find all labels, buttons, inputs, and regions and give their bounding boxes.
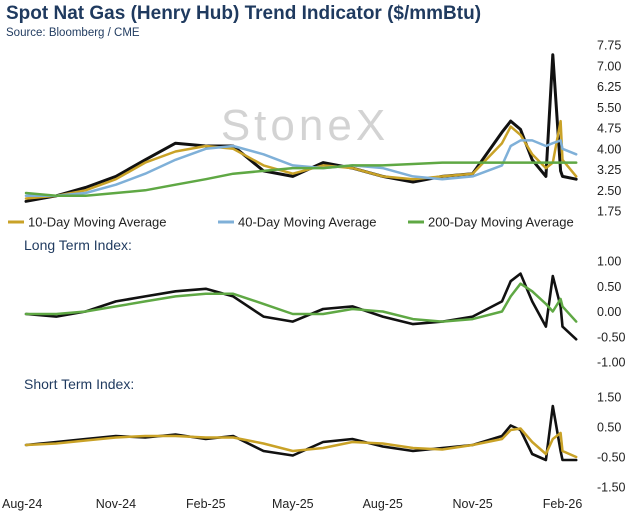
x-axis: Aug-24 Nov-24 Feb-25 May-25 Aug-25 Nov-25 Feb-… [2, 497, 582, 511]
x-tick-label: Feb-25 [186, 497, 226, 511]
y-tick-label: 0.50 [597, 280, 621, 294]
series-line-signal [24, 427, 578, 459]
y-tick-label: 7.75 [597, 39, 621, 53]
y-tick-label: -1.00 [597, 356, 626, 370]
short-term-title: Short Term Index: [24, 376, 134, 392]
y-tick-label: 5.50 [597, 101, 621, 115]
long-term-panel: 1.00 0.50 0.00 -0.50 -1.00 [24, 255, 626, 370]
x-tick-label: Aug-25 [363, 497, 403, 511]
series-line-10-day-moving-average [24, 119, 578, 200]
series-line-40-day-moving-average [24, 139, 578, 198]
series-line-signal [24, 282, 578, 323]
y-tick-label: 1.50 [597, 391, 621, 405]
legend-label: 40-Day Moving Average [238, 215, 377, 230]
watermark: StoneX [221, 101, 389, 150]
y-tick-label: 1.00 [597, 255, 621, 269]
x-tick-label: Nov-24 [96, 497, 136, 511]
legend-label: 200-Day Moving Average [428, 215, 574, 230]
short-term-panel: 1.50 0.50 -0.50 -1.50 [24, 391, 626, 495]
y-tick-label: 0.00 [597, 305, 621, 319]
x-tick-label: Nov-25 [452, 497, 492, 511]
y-tick-label: 3.25 [597, 163, 621, 177]
legend: 10-Day Moving Average 40-Day Moving Avera… [8, 215, 574, 230]
y-tick-label: 0.50 [597, 421, 621, 435]
price-panel: 7.75 7.00 6.25 5.50 4.75 4.00 3.25 2.50 1.75 [24, 39, 621, 219]
y-tick-label: 4.00 [597, 142, 621, 156]
y-tick-label: -1.50 [597, 481, 626, 495]
y-tick-label: 7.00 [597, 59, 621, 73]
x-tick-label: Feb-26 [543, 497, 583, 511]
x-tick-label: May-25 [272, 497, 314, 511]
y-tick-label: -0.50 [597, 451, 626, 465]
series-line-200-day-moving-average [24, 161, 578, 198]
long-term-title: Long Term Index: [24, 237, 132, 253]
y-tick-label: 2.50 [597, 184, 621, 198]
y-tick-label: 6.25 [597, 80, 621, 94]
chart-source: Source: Bloomberg / CME [6, 27, 140, 39]
chart-title: Spot Nat Gas (Henry Hub) Trend Indicator… [6, 3, 482, 24]
y-tick-label: 4.75 [597, 122, 621, 136]
y-tick-label: -0.50 [597, 330, 626, 344]
series-line-index [24, 404, 578, 462]
x-tick-label: Aug-24 [2, 497, 42, 511]
legend-label: 10-Day Moving Average [28, 215, 167, 230]
series-line-index [24, 272, 578, 341]
y-tick-label: 1.75 [597, 205, 621, 219]
